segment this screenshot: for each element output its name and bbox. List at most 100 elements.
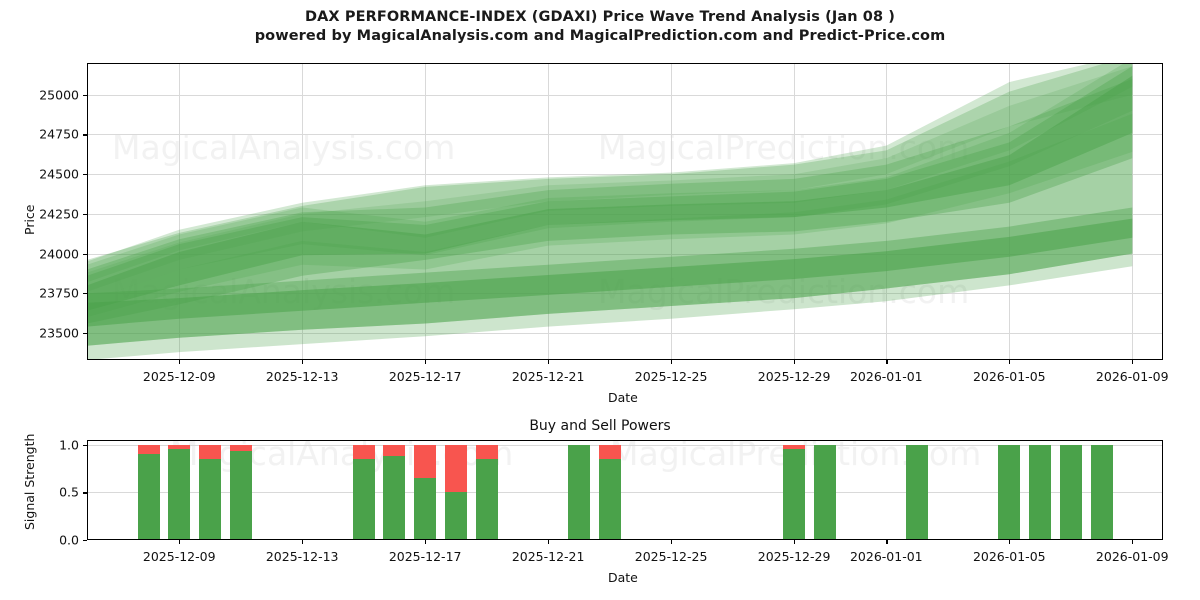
signal-x-tick-label: 2025-12-29 (757, 549, 831, 564)
buy-sell-panel: Buy and Sell Powers Signal Strength Date (0, 410, 1200, 600)
signal-x-tick (179, 540, 181, 544)
bar-buy-segment (137, 454, 160, 540)
signal-x-tick (425, 540, 427, 544)
wave-band-core-band (87, 75, 1133, 311)
bar-sell-segment (352, 444, 375, 460)
price-x-tick-label: 2026-01-05 (972, 369, 1046, 384)
bar-2026-01-06[interactable] (1029, 444, 1051, 540)
price-y-tick-label: 24250 (39, 206, 79, 222)
price-wave-panel: Price Date (22, 63, 1163, 405)
price-x-tick-label: 2025-12-09 (142, 369, 216, 384)
wave-band-outer-band (87, 63, 1133, 360)
bar-buy-segment (1090, 444, 1113, 540)
signal-x-tick-label: 2025-12-21 (511, 549, 585, 564)
price-gridline-v (1009, 63, 1011, 360)
price-gridline-v (886, 63, 888, 360)
bar-buy-segment (1029, 444, 1051, 540)
bar-2025-12-15[interactable] (352, 444, 375, 540)
price-gridline-h (87, 293, 1163, 295)
signal-y-tick-label: 1.0 (59, 437, 79, 453)
price-y-tick-label: 23500 (39, 325, 79, 341)
wave-band-wide-band (87, 78, 1133, 346)
bar-buy-segment (906, 444, 929, 540)
bar-buy-segment (598, 458, 621, 540)
bar-2025-12-11[interactable] (229, 444, 252, 540)
price-gridline-v (794, 63, 796, 360)
bar-sell-segment (475, 444, 498, 460)
price-x-tick (548, 360, 550, 364)
wave-band-lower-core (87, 218, 1133, 327)
price-gridline-v (1132, 63, 1134, 360)
bar-2025-12-18[interactable] (444, 444, 467, 540)
signal-x-tick (1009, 540, 1011, 544)
bar-2026-01-02[interactable] (906, 444, 929, 540)
bar-sell-segment (598, 444, 621, 460)
page-title: DAX PERFORMANCE-INDEX (GDAXI) Price Wave… (0, 8, 1200, 46)
bar-buy-segment (783, 449, 806, 540)
signal-y-tick (83, 444, 87, 446)
bar-2025-12-16[interactable] (383, 444, 406, 540)
price-x-tick (1132, 360, 1134, 364)
price-y-tick (83, 293, 87, 295)
price-gridline-v (548, 63, 550, 360)
signal-x-tick (548, 540, 550, 544)
bar-2025-12-29[interactable] (783, 444, 806, 540)
price-gridline-h (87, 134, 1163, 136)
bar-2025-12-30[interactable] (813, 444, 836, 540)
price-x-tick-label: 2025-12-21 (511, 369, 585, 384)
price-y-tick-label: 24000 (39, 246, 79, 262)
price-gridline-v (179, 63, 181, 360)
signal-x-tick-label: 2026-01-09 (1095, 549, 1169, 564)
wave-fan-0 (87, 63, 1133, 283)
bar-buy-segment (352, 458, 375, 540)
signal-x-tick (886, 540, 888, 544)
price-gridline-h (87, 333, 1163, 334)
bar-2026-01-05[interactable] (998, 444, 1021, 540)
price-x-axis-title: Date (608, 390, 638, 405)
price-x-tick (886, 360, 888, 364)
signal-gridline-h (87, 492, 1163, 494)
bar-sell-segment (444, 444, 467, 493)
signal-x-tick-label: 2026-01-05 (972, 549, 1046, 564)
price-x-tick (425, 360, 427, 364)
signal-x-tick (794, 540, 796, 544)
signal-x-tick-label: 2025-12-17 (388, 549, 462, 564)
bar-sell-segment (229, 444, 252, 452)
bar-2025-12-10[interactable] (199, 444, 221, 540)
price-gridline-h (87, 94, 1163, 96)
signal-x-tick (671, 540, 673, 544)
bar-buy-segment (199, 458, 221, 540)
bar-buy-segment (229, 451, 252, 540)
bar-buy-segment (567, 444, 590, 540)
price-y-tick-label: 25000 (39, 87, 79, 103)
signal-x-tick-label: 2026-01-01 (849, 549, 923, 564)
price-y-tick (83, 94, 87, 96)
bar-2025-12-22[interactable] (567, 444, 590, 540)
price-x-tick-label: 2026-01-09 (1095, 369, 1169, 384)
price-y-tick-label: 23750 (39, 285, 79, 301)
bar-2025-12-23[interactable] (598, 444, 621, 540)
price-x-tick-label: 2025-12-13 (265, 369, 339, 384)
price-y-tick (83, 333, 87, 335)
bar-2025-12-09[interactable] (168, 444, 191, 540)
signal-x-tick-label: 2025-12-09 (142, 549, 216, 564)
signal-y-tick-label: 0.5 (59, 484, 79, 500)
price-gridline-v (425, 63, 427, 360)
price-plot-area (87, 63, 1163, 360)
price-y-tick (83, 213, 87, 216)
price-gridline-v (671, 63, 673, 360)
bar-sell-segment (137, 444, 160, 455)
bar-2026-01-08[interactable] (1090, 444, 1113, 540)
price-x-tick (1009, 360, 1011, 364)
price-gridline-h (87, 213, 1163, 215)
bar-buy-segment (383, 456, 406, 540)
price-gridline-v (302, 63, 304, 360)
price-x-tick (302, 360, 304, 364)
bar-2025-12-17[interactable] (414, 444, 437, 540)
bar-2026-01-07[interactable] (1059, 444, 1082, 540)
bar-sell-segment (199, 444, 221, 460)
bar-2025-12-08[interactable] (137, 444, 160, 540)
bar-sell-segment (414, 444, 437, 479)
bar-2025-12-19[interactable] (475, 444, 498, 540)
